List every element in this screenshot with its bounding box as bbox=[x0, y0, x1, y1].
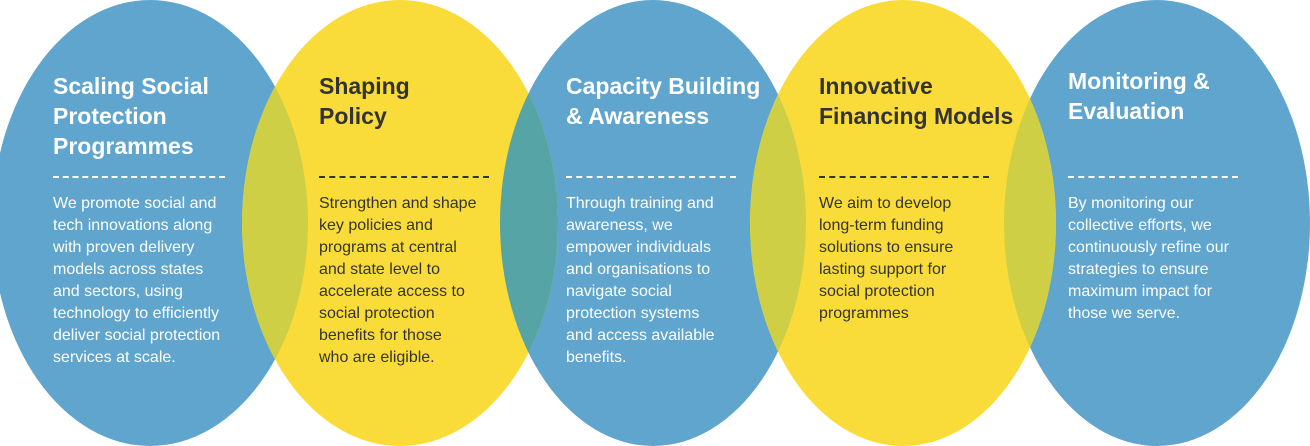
panel-description: We aim to develop long-term funding solu… bbox=[819, 193, 953, 325]
body-line: empower individuals bbox=[566, 239, 711, 256]
panel-description: Strengthen and shape key policies and pr… bbox=[319, 193, 476, 369]
panel-shaping-policy: Shaping Policy Strengthen and shape key … bbox=[319, 0, 509, 446]
panel-description: We promote social and tech innovations a… bbox=[53, 193, 220, 369]
panel-title: Monitoring & Evaluation bbox=[1068, 66, 1210, 126]
body-line: solutions to ensure bbox=[819, 239, 954, 256]
body-line: lasting support for bbox=[819, 261, 947, 278]
dashed-divider bbox=[566, 176, 736, 178]
body-line: and sectors, using bbox=[53, 283, 183, 300]
panel-description: Through training and awareness, we empow… bbox=[566, 193, 715, 369]
panel-title: Scaling Social Protection Programmes bbox=[53, 71, 209, 161]
panel-innovative-financing: Innovative Financing Models We aim to de… bbox=[819, 0, 1019, 446]
body-line: programs at central bbox=[319, 239, 457, 256]
body-line: We aim to develop bbox=[819, 195, 952, 212]
ellipse-capacity bbox=[500, 0, 806, 446]
body-line: technology to efficiently bbox=[53, 305, 220, 322]
body-line: benefits for those bbox=[319, 327, 442, 344]
dashed-divider bbox=[1068, 176, 1238, 178]
body-line: services at scale. bbox=[53, 349, 176, 366]
body-line: tech innovations along bbox=[53, 217, 213, 234]
body-line: We promote social and bbox=[53, 195, 217, 212]
title-line: Evaluation bbox=[1068, 98, 1185, 124]
body-line: key policies and bbox=[319, 217, 433, 234]
body-line: social protection bbox=[319, 305, 435, 322]
body-line: deliver social protection bbox=[53, 327, 221, 344]
body-line: those we serve. bbox=[1068, 305, 1181, 322]
panel-monitoring-evaluation: Monitoring & Evaluation By monitoring ou… bbox=[1068, 0, 1268, 446]
title-line: Shaping bbox=[319, 73, 410, 99]
title-line: Programmes bbox=[53, 133, 194, 159]
body-line: Through training and bbox=[566, 195, 714, 212]
body-line: and access available bbox=[566, 327, 715, 344]
body-line: protection systems bbox=[566, 305, 700, 322]
title-line: Protection bbox=[53, 103, 167, 129]
body-line: social protection bbox=[819, 283, 935, 300]
body-line: maximum impact for bbox=[1068, 283, 1213, 300]
body-line: and state level to bbox=[319, 261, 440, 278]
title-line: Policy bbox=[319, 103, 387, 129]
ellipse-policy bbox=[242, 0, 558, 446]
body-line: strategies to ensure bbox=[1068, 261, 1209, 278]
dashed-divider bbox=[319, 176, 489, 178]
body-line: programmes bbox=[819, 305, 909, 322]
body-line: Strengthen and shape bbox=[319, 195, 477, 212]
panel-description: By monitoring our collective efforts, we… bbox=[1068, 193, 1229, 325]
body-line: who are eligible. bbox=[319, 349, 435, 366]
panel-title: Capacity Building & Awareness bbox=[566, 71, 760, 131]
dashed-divider bbox=[819, 176, 989, 178]
body-line: benefits. bbox=[566, 349, 627, 366]
panel-scaling-social-protection: Scaling Social Protection Programmes We … bbox=[53, 0, 253, 446]
title-line: Monitoring & bbox=[1068, 68, 1210, 94]
title-line: & Awareness bbox=[566, 103, 710, 129]
title-line: Capacity Building bbox=[566, 73, 761, 99]
title-line: Scaling Social bbox=[53, 73, 209, 99]
panel-capacity-building: Capacity Building & Awareness Through tr… bbox=[566, 0, 766, 446]
body-line: continuously refine our bbox=[1068, 239, 1229, 256]
body-line: awareness, we bbox=[566, 217, 673, 234]
body-line: long-term funding bbox=[819, 217, 944, 234]
body-line: models across states bbox=[53, 261, 204, 278]
title-line: Financing Models bbox=[819, 103, 1014, 129]
panel-title: Innovative Financing Models bbox=[819, 71, 1013, 131]
body-line: with proven delivery bbox=[53, 239, 195, 256]
body-line: By monitoring our bbox=[1068, 195, 1194, 212]
dashed-divider bbox=[53, 176, 225, 178]
panel-title: Shaping Policy bbox=[319, 71, 410, 131]
ellipse-monitoring bbox=[1004, 0, 1310, 446]
body-line: and organisations to bbox=[566, 261, 711, 278]
title-line: Innovative bbox=[819, 73, 933, 99]
body-line: accelerate access to bbox=[319, 283, 465, 300]
ellipse-scaling bbox=[0, 0, 308, 446]
body-line: navigate social bbox=[566, 283, 672, 300]
body-line: collective efforts, we bbox=[1068, 217, 1212, 234]
ellipse-financing bbox=[750, 0, 1056, 446]
